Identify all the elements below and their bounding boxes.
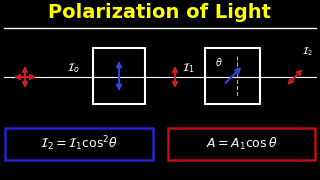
Bar [93, 48, 145, 104]
Bar [205, 48, 260, 104]
Text: $\mathcal{I}_2 = \mathcal{I}_1 \cos^2\!\theta$: $\mathcal{I}_2 = \mathcal{I}_1 \cos^2\!\… [40, 135, 118, 153]
Bar [168, 128, 315, 160]
Text: $A = A_1 \cos\theta$: $A = A_1 \cos\theta$ [206, 136, 277, 152]
Text: $\mathcal{I}_1$: $\mathcal{I}_1$ [182, 61, 194, 75]
Text: $\mathcal{I}_2$: $\mathcal{I}_2$ [302, 46, 314, 58]
Text: $\theta$: $\theta$ [215, 56, 223, 68]
Text: $\mathcal{I}_o$: $\mathcal{I}_o$ [67, 61, 79, 75]
Bar [5, 128, 153, 160]
Text: Polarization of Light: Polarization of Light [49, 3, 271, 22]
